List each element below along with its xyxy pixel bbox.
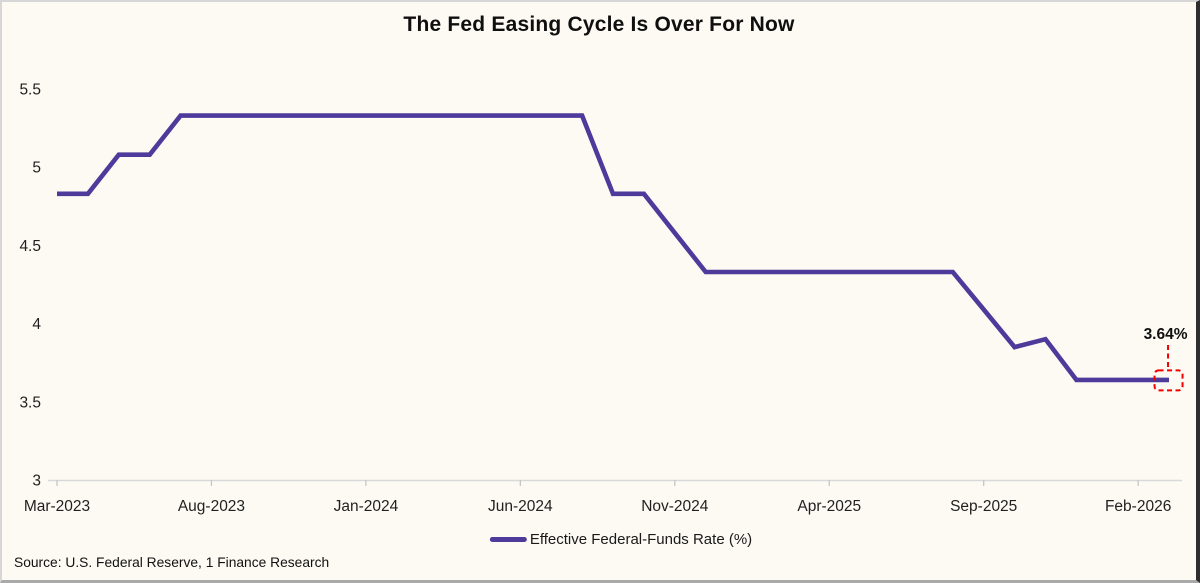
series-line-effective-federal-funds-rate [57, 113, 1169, 383]
x-tick-label: Aug-2023 [178, 498, 245, 515]
x-tick-label: Jan-2024 [334, 498, 399, 515]
legend-line-swatch-icon [489, 537, 527, 542]
x-tick-label: Apr-2025 [797, 498, 861, 515]
chart-title: The Fed Easing Cycle Is Over For Now [403, 13, 795, 36]
x-axis: Mar-2023 Aug-2023 Jan-2024 Jun-2024 Nov-2024… [24, 479, 1182, 515]
annotation-highlight-box [1153, 369, 1184, 392]
y-axis-labels: 5.5 5 4.5 4 3.5 3 [19, 82, 41, 490]
source-note: Source: U.S. Federal Reserve, 1 Finance … [14, 555, 330, 570]
x-tick-label: Sep-2025 [950, 498, 1017, 515]
y-tick-label: 4 [32, 316, 41, 333]
x-tick-label: Jun-2024 [488, 498, 553, 515]
x-tick-label: Mar-2023 [24, 498, 90, 515]
legend-label: Effective Federal-Funds Rate (%) [529, 531, 753, 548]
y-tick-label: 3 [32, 473, 41, 490]
y-tick-label: 5 [32, 160, 41, 177]
y-tick-label: 3.5 [19, 394, 41, 411]
y-tick-label: 4.5 [19, 238, 41, 255]
x-tick-label: Nov-2024 [641, 498, 709, 515]
annotation-label: 3.64% [1144, 326, 1188, 343]
y-tick-label: 5.5 [19, 82, 41, 99]
last-value-annotation: 3.64% [1144, 326, 1188, 392]
x-tick-label: Feb-2026 [1105, 498, 1171, 515]
legend: Effective Federal-Funds Rate (%) [489, 531, 753, 548]
